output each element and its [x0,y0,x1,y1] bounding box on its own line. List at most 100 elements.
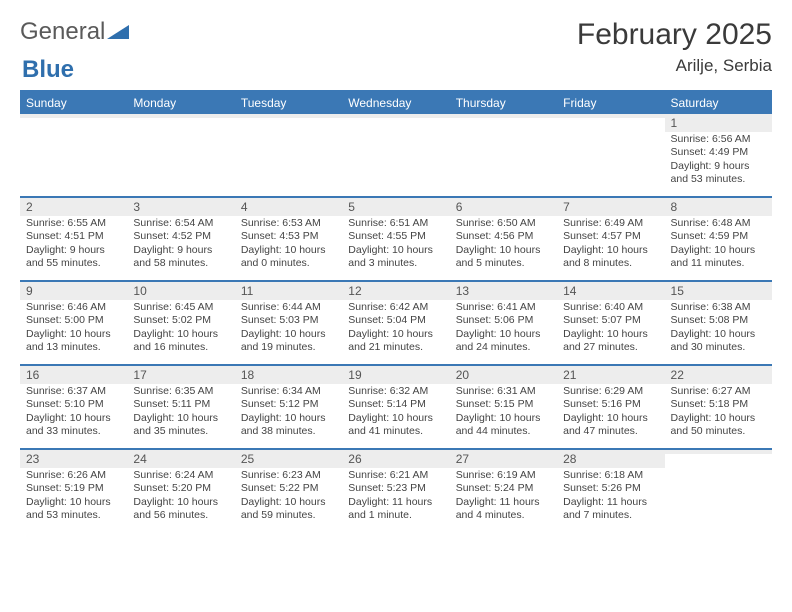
dayname: Sunday [20,92,127,114]
day-details: Sunrise: 6:41 AMSunset: 5:06 PMDaylight:… [450,300,557,364]
day-number: 23 [20,450,127,468]
detail-line: and 27 minutes. [563,341,658,354]
location: Arilje, Serbia [577,56,772,76]
detail-line: Sunset: 5:03 PM [241,314,336,327]
day-cell: 14Sunrise: 6:40 AMSunset: 5:07 PMDayligh… [557,282,664,364]
detail-line: and 53 minutes. [671,173,766,186]
day-cell: 17Sunrise: 6:35 AMSunset: 5:11 PMDayligh… [127,366,234,448]
day-cell: 4Sunrise: 6:53 AMSunset: 4:53 PMDaylight… [235,198,342,280]
detail-line: Sunrise: 6:50 AM [456,217,551,230]
day-details: Sunrise: 6:34 AMSunset: 5:12 PMDaylight:… [235,384,342,448]
detail-line: Sunset: 4:51 PM [26,230,121,243]
day-details: Sunrise: 6:23 AMSunset: 5:22 PMDaylight:… [235,468,342,532]
day-cell: 3Sunrise: 6:54 AMSunset: 4:52 PMDaylight… [127,198,234,280]
week-row: 1Sunrise: 6:56 AMSunset: 4:49 PMDaylight… [20,114,772,196]
detail-line: Daylight: 9 hours [26,244,121,257]
detail-line: Daylight: 9 hours [133,244,228,257]
detail-line: Sunset: 5:08 PM [671,314,766,327]
detail-line: Daylight: 10 hours [26,412,121,425]
day-cell: 12Sunrise: 6:42 AMSunset: 5:04 PMDayligh… [342,282,449,364]
detail-line: Daylight: 10 hours [563,244,658,257]
day-details: Sunrise: 6:42 AMSunset: 5:04 PMDaylight:… [342,300,449,364]
detail-line: Sunrise: 6:42 AM [348,301,443,314]
detail-line: Daylight: 10 hours [241,244,336,257]
day-cell: 20Sunrise: 6:31 AMSunset: 5:15 PMDayligh… [450,366,557,448]
detail-line: Sunrise: 6:35 AM [133,385,228,398]
detail-line: Daylight: 10 hours [456,244,551,257]
detail-line: and 30 minutes. [671,341,766,354]
logo: General [20,18,129,46]
detail-line: Daylight: 11 hours [348,496,443,509]
day-cell: 1Sunrise: 6:56 AMSunset: 4:49 PMDaylight… [665,114,772,196]
detail-line: and 58 minutes. [133,257,228,270]
day-details: Sunrise: 6:27 AMSunset: 5:18 PMDaylight:… [665,384,772,448]
detail-line: Sunrise: 6:53 AM [241,217,336,230]
day-number: 11 [235,282,342,300]
detail-line: Sunrise: 6:31 AM [456,385,551,398]
day-details [450,118,557,196]
detail-line: and 1 minute. [348,509,443,522]
day-details: Sunrise: 6:56 AMSunset: 4:49 PMDaylight:… [665,132,772,196]
logo-blue: Blue [22,56,74,83]
detail-line: Sunrise: 6:27 AM [671,385,766,398]
day-cell [665,450,772,532]
detail-line: and 47 minutes. [563,425,658,438]
day-details: Sunrise: 6:21 AMSunset: 5:23 PMDaylight:… [342,468,449,532]
day-number: 19 [342,366,449,384]
day-details: Sunrise: 6:35 AMSunset: 5:11 PMDaylight:… [127,384,234,448]
detail-line: Sunrise: 6:49 AM [563,217,658,230]
dayname: Wednesday [342,92,449,114]
detail-line: Sunset: 5:07 PM [563,314,658,327]
detail-line: and 16 minutes. [133,341,228,354]
detail-line: Daylight: 11 hours [456,496,551,509]
day-details: Sunrise: 6:48 AMSunset: 4:59 PMDaylight:… [665,216,772,280]
day-cell [127,114,234,196]
detail-line: and 38 minutes. [241,425,336,438]
detail-line: and 4 minutes. [456,509,551,522]
detail-line: Sunrise: 6:29 AM [563,385,658,398]
detail-line: Sunset: 4:49 PM [671,146,766,159]
detail-line: Sunrise: 6:23 AM [241,469,336,482]
detail-line: Sunset: 5:22 PM [241,482,336,495]
day-cell [342,114,449,196]
detail-line: and 41 minutes. [348,425,443,438]
day-details: Sunrise: 6:38 AMSunset: 5:08 PMDaylight:… [665,300,772,364]
detail-line: and 44 minutes. [456,425,551,438]
detail-line: and 33 minutes. [26,425,121,438]
detail-line: and 55 minutes. [26,257,121,270]
detail-line: Daylight: 10 hours [563,328,658,341]
detail-line: Daylight: 11 hours [563,496,658,509]
day-details: Sunrise: 6:55 AMSunset: 4:51 PMDaylight:… [20,216,127,280]
detail-line: Sunset: 5:02 PM [133,314,228,327]
day-number: 8 [665,198,772,216]
detail-line: Sunrise: 6:21 AM [348,469,443,482]
day-number: 27 [450,450,557,468]
detail-line: and 21 minutes. [348,341,443,354]
detail-line: Sunset: 4:57 PM [563,230,658,243]
day-details [342,118,449,196]
day-details: Sunrise: 6:19 AMSunset: 5:24 PMDaylight:… [450,468,557,532]
day-number: 14 [557,282,664,300]
detail-line: and 7 minutes. [563,509,658,522]
dayname: Monday [127,92,234,114]
day-number: 4 [235,198,342,216]
detail-line: and 13 minutes. [26,341,121,354]
day-cell: 6Sunrise: 6:50 AMSunset: 4:56 PMDaylight… [450,198,557,280]
detail-line: Sunset: 5:16 PM [563,398,658,411]
day-details: Sunrise: 6:24 AMSunset: 5:20 PMDaylight:… [127,468,234,532]
detail-line: Daylight: 10 hours [563,412,658,425]
detail-line: and 0 minutes. [241,257,336,270]
detail-line: Sunset: 5:18 PM [671,398,766,411]
day-number: 18 [235,366,342,384]
day-number: 20 [450,366,557,384]
detail-line: Daylight: 10 hours [241,412,336,425]
day-cell [450,114,557,196]
detail-line: Sunset: 5:19 PM [26,482,121,495]
detail-line: Sunset: 4:56 PM [456,230,551,243]
day-details: Sunrise: 6:49 AMSunset: 4:57 PMDaylight:… [557,216,664,280]
detail-line: Sunrise: 6:24 AM [133,469,228,482]
detail-line: and 24 minutes. [456,341,551,354]
day-details [127,118,234,196]
day-cell: 8Sunrise: 6:48 AMSunset: 4:59 PMDaylight… [665,198,772,280]
day-details: Sunrise: 6:26 AMSunset: 5:19 PMDaylight:… [20,468,127,532]
